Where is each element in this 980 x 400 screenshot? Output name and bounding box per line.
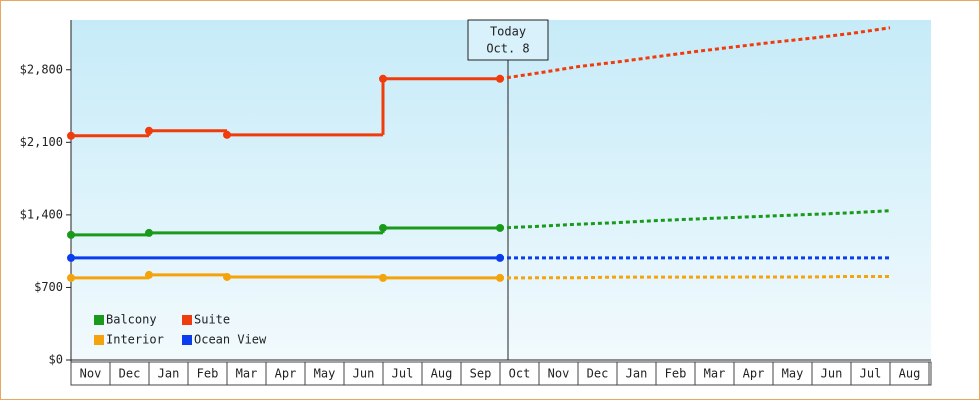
legend-label: Interior [106,333,164,347]
point [496,74,504,83]
forecast-line [499,209,891,230]
legend-label: Balcony [106,313,157,327]
x-tick-label: Aug [431,367,453,381]
point [379,223,387,232]
x-tick-label: May [314,367,336,381]
x-tick-label: Sep [470,367,492,381]
forecast-line [499,26,891,81]
y-tick-label: $1,400 [20,207,63,221]
point [145,270,153,279]
y-tick-label: $0 [49,353,63,367]
x-tick-label: Jun [353,367,375,381]
point [67,273,75,282]
y-tick-label: $2,100 [20,135,63,149]
point [67,230,75,239]
x-tick-label: Oct [509,367,531,381]
today-label: Oct. 8 [486,42,529,56]
point [379,273,387,282]
x-tick-label: Aug [899,367,921,381]
x-tick-label: Apr [743,367,765,381]
forecast-line [499,274,890,280]
x-tick-label: Mar [236,367,258,381]
legend-swatch [94,335,104,345]
point [145,228,153,237]
point [145,126,153,135]
point [496,223,504,232]
x-tick-label: May [782,367,804,381]
legend-label: Suite [194,313,230,327]
x-tick-label: Apr [275,367,297,381]
today-label: Today [490,25,526,39]
x-tick-label: Feb [197,367,219,381]
point [223,130,231,139]
y-tick-label: $700 [34,280,63,294]
point [67,131,75,140]
x-tick-label: Nov [80,367,102,381]
legend-swatch [182,335,192,345]
legend-swatch [182,315,192,325]
point [67,253,75,262]
x-tick-label: Jan [158,367,180,381]
x-tick-label: Jul [392,367,414,381]
month-box [928,361,932,386]
x-tick-label: Jan [626,367,648,381]
point [496,273,504,282]
x-tick-label: Dec [119,367,141,381]
today-box [467,19,549,61]
x-tick-label: Dec [587,367,609,381]
legend-swatch [94,315,104,325]
x-tick-label: Jun [821,367,843,381]
x-tick-label: Jul [860,367,882,381]
legend-label: Ocean View [194,333,267,347]
plot-area [71,20,931,360]
point [379,74,387,83]
point [496,253,504,262]
point [223,272,231,281]
x-tick-label: Nov [548,367,570,381]
x-tick-label: Feb [665,367,687,381]
x-tick-label: Mar [704,367,726,381]
y-tick-label: $2,800 [20,62,63,76]
